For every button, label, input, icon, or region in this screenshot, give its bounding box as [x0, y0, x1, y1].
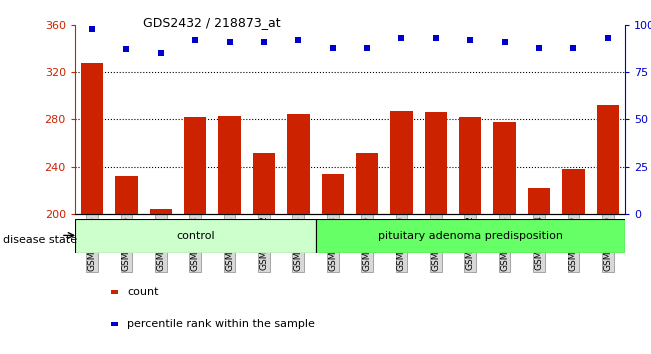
Point [327, 45, 338, 50]
Bar [459, 117, 482, 214]
Point [190, 37, 201, 43]
Text: percentile rank within the sample: percentile rank within the sample [127, 319, 315, 329]
Point [465, 37, 475, 43]
Point [258, 39, 269, 45]
Point [568, 45, 579, 50]
Bar [150, 210, 172, 214]
Bar [424, 112, 447, 214]
Text: disease state: disease state [3, 235, 77, 245]
Point [225, 39, 235, 45]
Bar [75, 219, 316, 253]
Point [87, 26, 97, 32]
Bar [115, 176, 137, 214]
Point [431, 35, 441, 41]
Point [362, 45, 372, 50]
Bar [596, 105, 619, 214]
Point [121, 47, 132, 52]
Bar [391, 111, 413, 214]
Text: pituitary adenoma predisposition: pituitary adenoma predisposition [378, 231, 562, 241]
Bar [287, 114, 309, 214]
Point [534, 45, 544, 50]
Bar [184, 117, 206, 214]
Bar [562, 169, 585, 214]
Bar [493, 122, 516, 214]
Point [156, 50, 166, 56]
Bar [528, 188, 550, 214]
Bar [316, 219, 625, 253]
Point [603, 35, 613, 41]
Point [499, 39, 510, 45]
Text: count: count [127, 287, 158, 297]
Bar [322, 174, 344, 214]
Text: control: control [176, 231, 215, 241]
Point [396, 35, 407, 41]
Text: GDS2432 / 218873_at: GDS2432 / 218873_at [143, 16, 281, 29]
Bar [218, 116, 241, 214]
Point [293, 37, 303, 43]
Bar [81, 63, 104, 214]
Bar [253, 153, 275, 214]
Bar [356, 153, 378, 214]
